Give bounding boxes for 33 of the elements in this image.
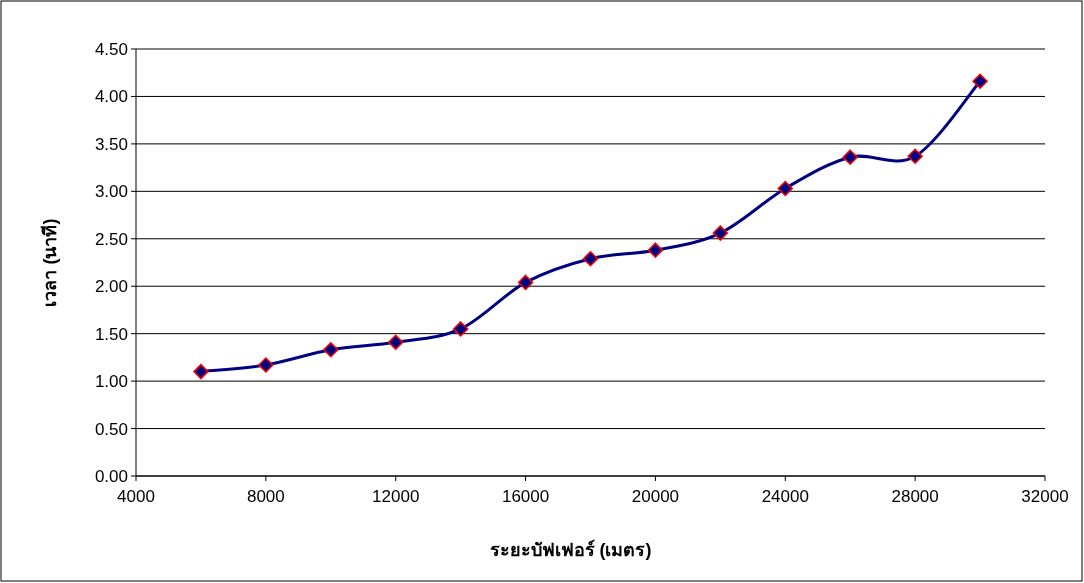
point <box>193 363 209 380</box>
y-tick-label: 0.50 <box>94 419 128 439</box>
point <box>517 274 534 291</box>
x-tick-label: 16000 <box>501 487 550 506</box>
x-tick-label: 20000 <box>631 487 680 506</box>
point <box>323 342 339 358</box>
point <box>907 148 923 164</box>
x-tick-label: 12000 <box>372 487 420 506</box>
point <box>647 242 664 258</box>
y-tick-label: 2.00 <box>94 277 128 297</box>
x-tick-label: 8000 <box>246 487 285 506</box>
x-tick-label: 32000 <box>1021 487 1069 506</box>
y-tick-label: 1.00 <box>94 372 128 392</box>
point <box>972 73 988 90</box>
y-tick-label: 4.00 <box>94 87 128 107</box>
point <box>842 149 858 165</box>
x-tick-label: 28000 <box>891 487 939 506</box>
y-tick-label: 0.00 <box>94 467 128 486</box>
x-tick-label: 24000 <box>761 487 809 506</box>
y-tick-label: 1.50 <box>94 324 128 344</box>
point <box>582 250 599 267</box>
y-tick-label: 3.00 <box>94 182 128 202</box>
y-tick-label: 4.50 <box>94 40 128 59</box>
y-tick-label: 3.50 <box>94 134 128 154</box>
x-axis-title: ระยะบัฟเฟอร์ (เมตร) <box>489 539 652 560</box>
x-tick-label: 4000 <box>117 487 155 506</box>
point <box>452 321 469 337</box>
y-axis-title: เวลา (นาที) <box>40 218 60 307</box>
point <box>387 334 404 350</box>
point <box>712 225 729 241</box>
y-tick-label: 2.50 <box>94 229 128 249</box>
point <box>777 180 794 197</box>
point <box>258 357 274 373</box>
